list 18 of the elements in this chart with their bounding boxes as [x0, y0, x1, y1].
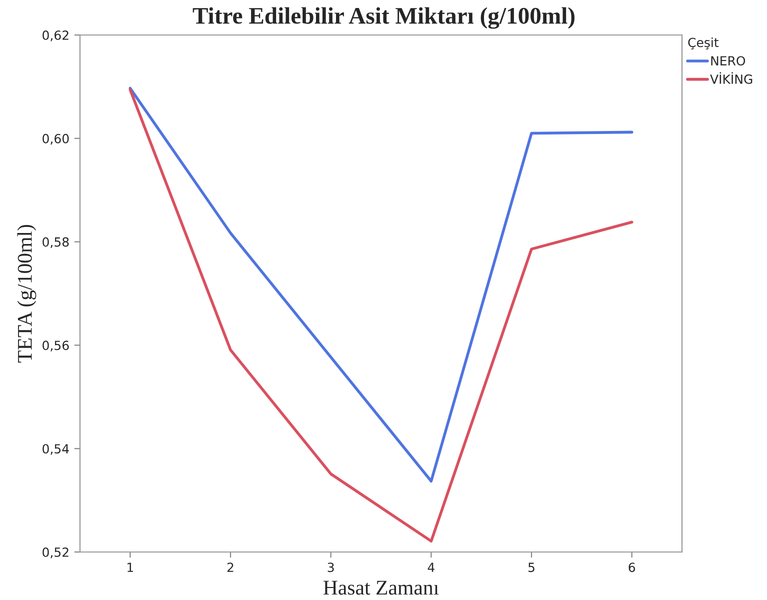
chart-title: Titre Edilebilir Asit Miktarı (g/100ml) — [192, 7, 574, 29]
y-tick-label: 0,58 — [42, 237, 69, 248]
y-tick-label: 0,60 — [42, 134, 69, 145]
x-tick-label: 1 — [128, 562, 133, 572]
y-tick-label: 0,52 — [42, 547, 68, 558]
x-axis-title: Hasat Zamanı — [323, 580, 439, 595]
legend-title: Çeşit — [688, 38, 719, 50]
x-tick-label: 5 — [528, 562, 534, 572]
y-tick-label: 0,56 — [42, 340, 69, 352]
x-tick-label: 2 — [227, 562, 234, 572]
x-tick-label: 6 — [628, 562, 636, 572]
y-tick-label: 0,54 — [42, 444, 69, 455]
y-tick-label: 0,62 — [42, 30, 68, 42]
legend-label: VİKİNG — [710, 72, 752, 84]
y-axis-title: TETA (g/100ml) — [17, 224, 36, 363]
x-tick-label: 4 — [428, 562, 434, 572]
legend-label: NERO — [711, 56, 746, 66]
x-tick-label: 3 — [328, 562, 334, 572]
